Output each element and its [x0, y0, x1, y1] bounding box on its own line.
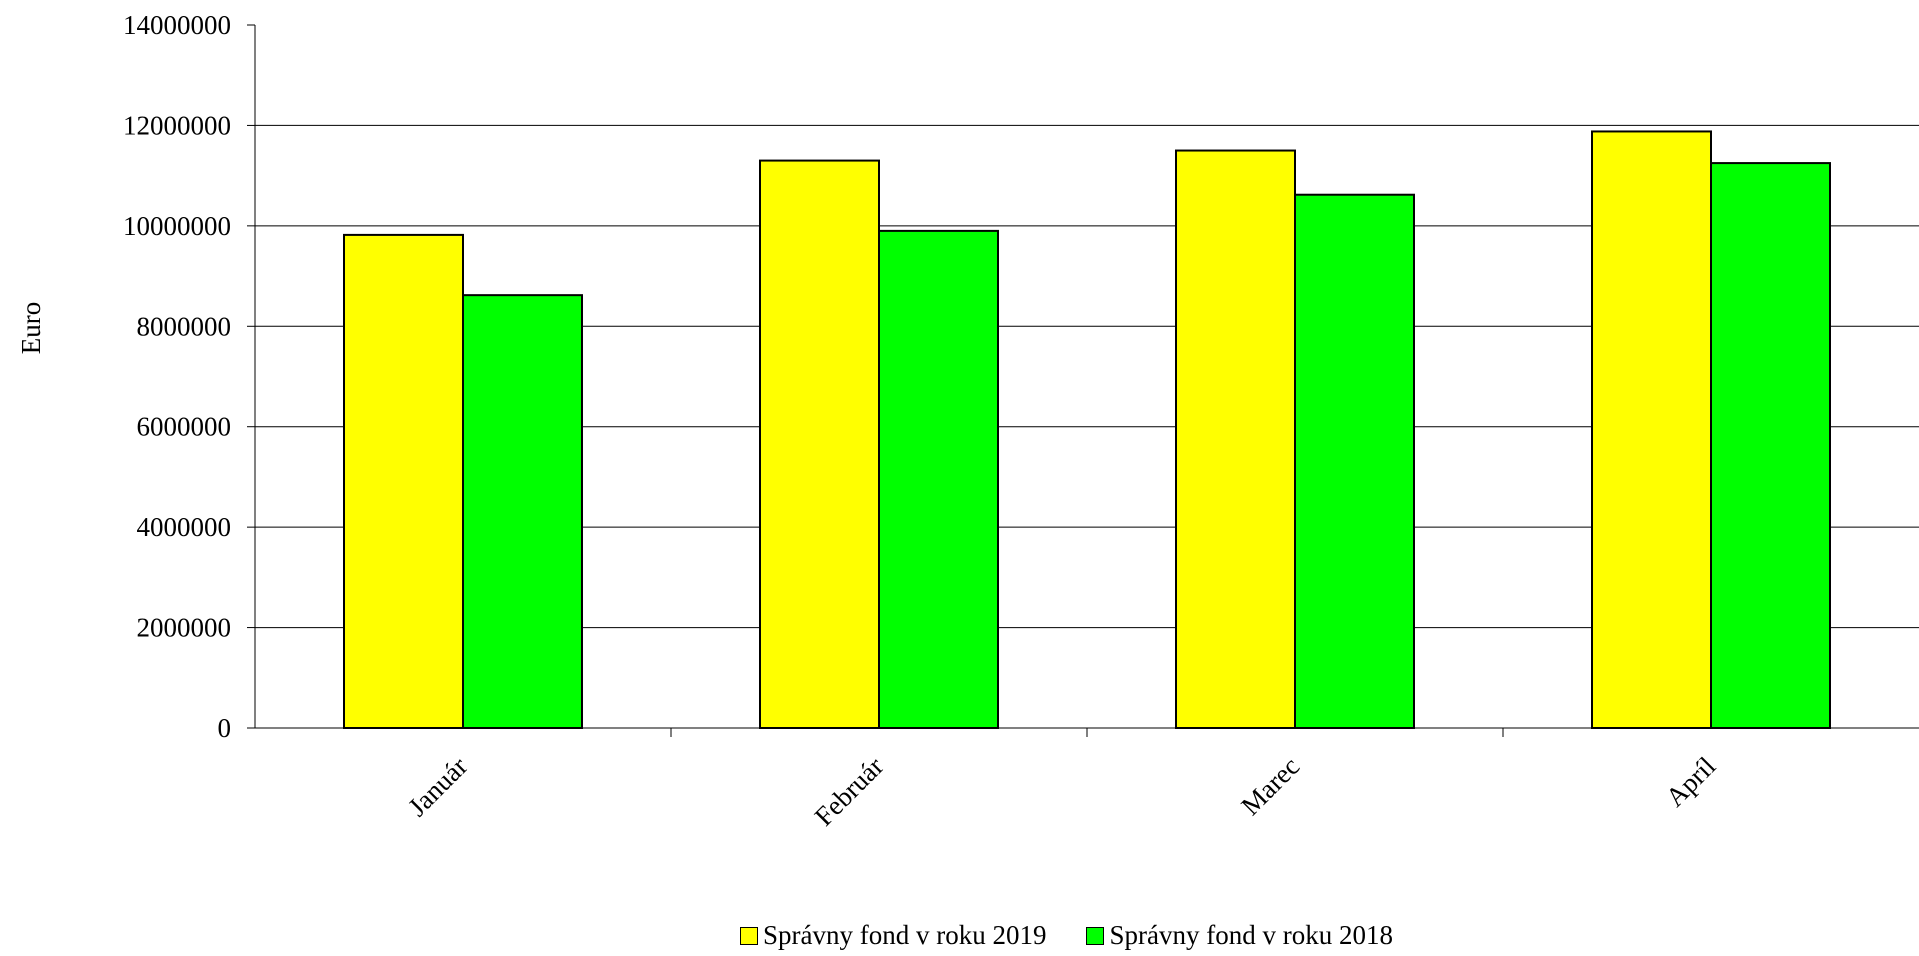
- y-tick-label: 10000000: [123, 211, 231, 241]
- y-tick-labels: 0 2000000 4000000 6000000 8000000 10000000 120…: [123, 10, 231, 743]
- x-tick-label: Marec: [1235, 751, 1305, 821]
- bar: [878, 229, 999, 729]
- legend-item-2018: Správny fond v roku 2018: [1086, 920, 1393, 951]
- bar: [1591, 130, 1712, 729]
- y-tick-label: 8000000: [137, 311, 232, 341]
- axes: [247, 24, 1919, 737]
- y-tick-label: 12000000: [123, 110, 231, 140]
- bar: [759, 159, 880, 730]
- y-tick-label: 4000000: [137, 512, 232, 542]
- y-tick-label: 0: [218, 713, 232, 743]
- legend: Správny fond v roku 2019 Správny fond v …: [740, 920, 1393, 951]
- legend-swatch-2018: [1086, 926, 1105, 945]
- legend-label-2019: Správny fond v roku 2019: [763, 920, 1047, 950]
- y-tick-label: 2000000: [137, 613, 232, 643]
- y-axis-label: Euro: [16, 302, 46, 354]
- legend-item-2019: Správny fond v roku 2019: [740, 920, 1046, 951]
- x-tick-labels: Január Február Marec Apríl: [402, 751, 1721, 832]
- bar: [343, 233, 464, 729]
- x-tick-label: Február: [809, 751, 890, 832]
- bar: [1175, 149, 1296, 730]
- y-tick-label: 6000000: [137, 412, 232, 442]
- bar: [1710, 162, 1831, 729]
- x-tick-label: Apríl: [1660, 751, 1722, 813]
- y-tick-label: 14000000: [123, 10, 231, 40]
- bars: [343, 130, 1831, 730]
- bar: [462, 294, 583, 729]
- legend-label-2018: Správny fond v roku 2018: [1109, 920, 1393, 950]
- bar: [1294, 193, 1415, 729]
- x-tick-label: Január: [402, 751, 473, 822]
- legend-swatch-2019: [740, 926, 758, 945]
